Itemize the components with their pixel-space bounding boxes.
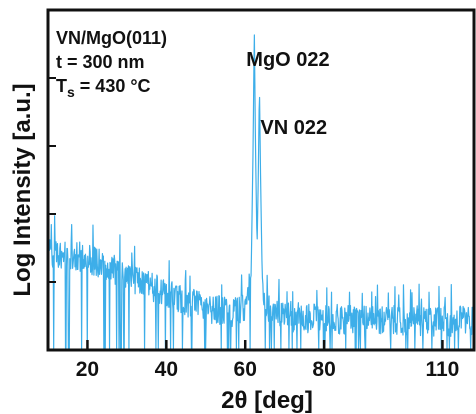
annotation-temperature-subscript: s	[67, 84, 75, 100]
annotation-temperature-value: = 430 °C	[75, 76, 151, 96]
peak-label-mgo-022: MgO 022	[246, 49, 329, 71]
x-axis-ticks: 20 40 60 80 110	[48, 77, 459, 381]
x-tick-label-60: 60	[234, 358, 257, 381]
x-tick-label-110: 110	[425, 358, 459, 381]
plot-area	[47, 34, 475, 349]
y-axis-label: Log Intensity [a.u.]	[9, 83, 36, 296]
annotation-temperature-symbol: T	[56, 76, 67, 96]
sample-annotation: VN/MgO(011) t = 300 nm Ts = 430 °C	[56, 28, 167, 100]
x-tick-label-80: 80	[312, 358, 335, 381]
annotation-sample: VN/MgO(011)	[56, 28, 167, 48]
plot-frame	[46, 8, 476, 352]
x-tick-label-20: 20	[76, 358, 99, 381]
annotation-thickness: t = 300 nm	[56, 52, 145, 72]
series-line-xrd	[47, 34, 475, 349]
x-tick-label-40: 40	[155, 358, 178, 381]
x-axis-label: 2θ [deg]	[221, 387, 313, 414]
peak-label-vn-022: VN 022	[260, 117, 327, 139]
annotation-temperature: Ts = 430 °C	[56, 76, 151, 100]
